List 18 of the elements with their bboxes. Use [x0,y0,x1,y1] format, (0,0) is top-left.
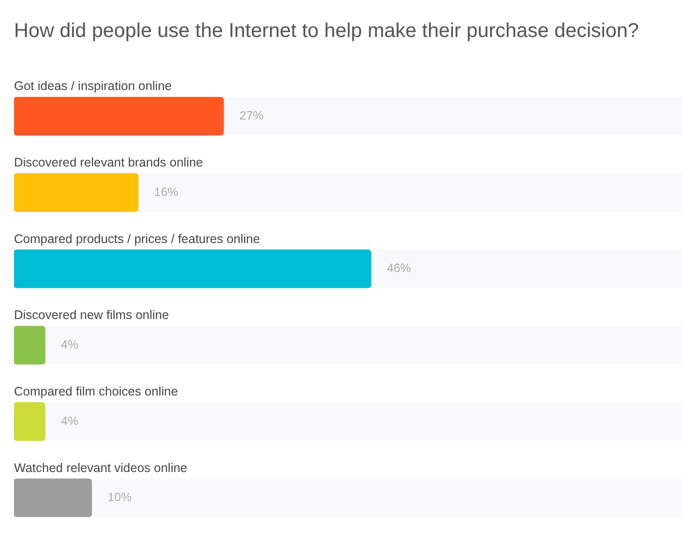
data-label: 4% [61,337,79,352]
y-tick-label: Compared products / prices / features online [14,232,260,246]
bar [14,402,46,441]
y-tick-label: Got ideas / inspiration online [14,79,172,94]
bar [14,173,138,212]
y-tick-label: Discovered new films online [14,308,169,322]
data-label: 27% [240,108,264,122]
data-label: 4% [61,414,79,428]
data-label: 10% [108,490,132,504]
y-tick-label: Watched relevant videos online [14,460,188,475]
data-label: 16% [154,184,179,199]
bar [14,326,46,364]
data-label: 46% [386,261,412,276]
bar [14,96,224,136]
y-tick-label: Discovered relevant brands online [14,156,204,170]
y-tick-label: Compared film choices online [14,384,178,398]
chart-title: How did people use the Internet to help make their purchase decision? [14,20,639,42]
bar [14,478,92,518]
